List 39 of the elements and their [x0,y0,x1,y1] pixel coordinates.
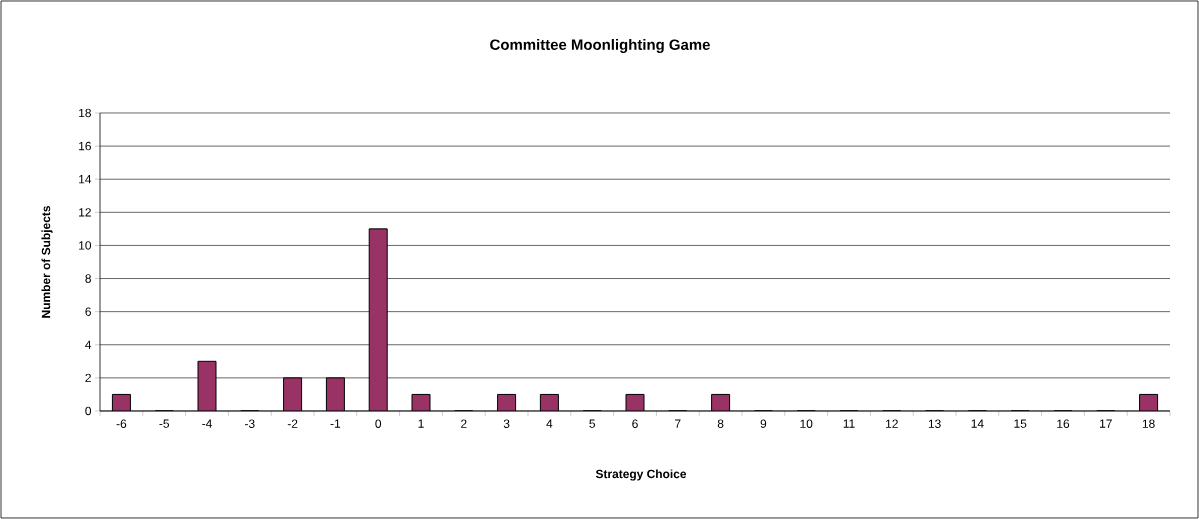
x-tick-label: 13 [928,419,941,428]
y-tick-label: 4 [85,340,92,349]
x-tick-label: -2 [287,419,298,428]
y-tick-label: 14 [79,175,92,184]
y-tick-label: 10 [79,241,92,250]
x-tick-label: 2 [461,419,467,428]
x-tick-label: 18 [1142,419,1155,428]
x-tick-label: 10 [800,419,813,428]
x-tick-label: 16 [1057,419,1070,428]
x-tick-label: 15 [1014,419,1027,428]
x-tick-label: 11 [843,419,855,428]
x-tick-label: 12 [886,419,898,428]
x-tick-label: 4 [546,419,553,428]
x-tick-label: -3 [245,419,255,428]
y-tick-label: 6 [85,307,91,316]
x-tick-label: 9 [760,419,767,428]
y-tick-label: 18 [79,108,91,118]
x-tick-label: 8 [717,419,724,428]
x-tick-label: 0 [375,419,382,428]
x-tick-label: 3 [503,419,510,428]
x-tick-label: 6 [632,419,638,428]
y-axis-title: Number of Subjects [41,206,53,318]
x-axis-title: Strategy Choice [595,469,687,481]
x-tick-label: 1 [418,419,424,428]
y-tick-label: 2 [85,373,91,383]
x-tick-label: 17 [1100,419,1112,428]
y-tick-label: 12 [79,208,91,217]
bar [369,228,388,411]
x-tick-label: -4 [202,419,212,428]
y-tick-label: 8 [85,274,91,283]
x-tick-label: -5 [159,419,170,428]
y-tick-label: 16 [79,141,91,151]
x-tick-label: 5 [589,419,596,428]
x-tick-label: 7 [675,419,681,428]
x-tick-label: -1 [330,419,341,428]
chart-title: Committee Moonlighting Game [490,38,710,53]
x-tick-label: -6 [116,419,127,428]
x-tick-label: 14 [971,419,984,428]
y-tick-label: 0 [85,406,92,416]
